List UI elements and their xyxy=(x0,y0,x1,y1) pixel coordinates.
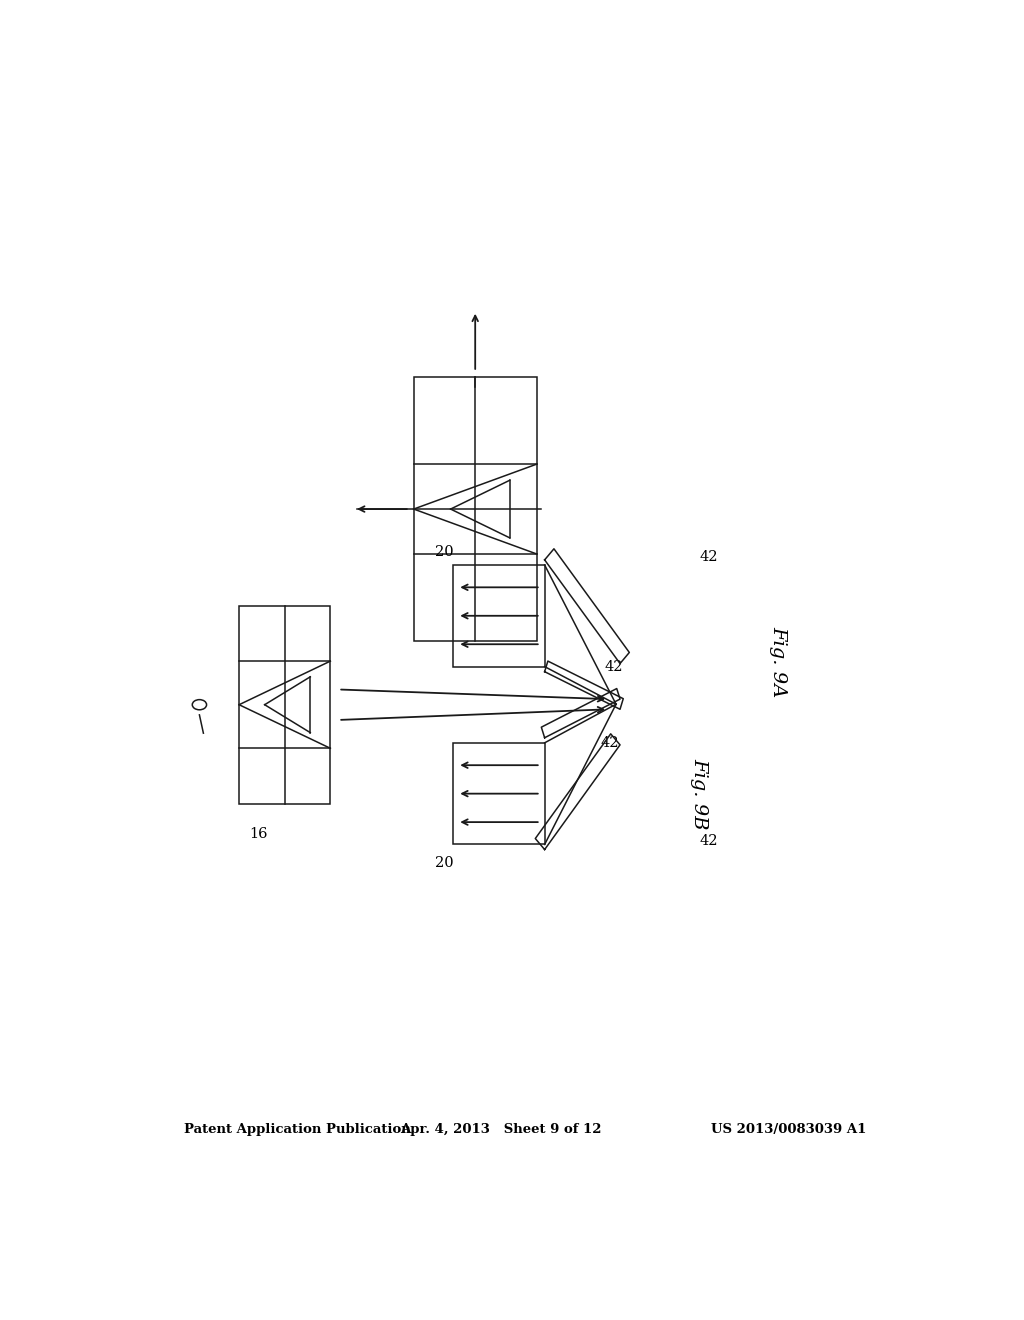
Text: 16: 16 xyxy=(250,828,268,841)
Text: Fig. 9A: Fig. 9A xyxy=(770,626,787,697)
Text: Apr. 4, 2013   Sheet 9 of 12: Apr. 4, 2013 Sheet 9 of 12 xyxy=(400,1122,602,1135)
Text: 42: 42 xyxy=(699,550,718,564)
Bar xyxy=(454,565,545,667)
Text: Fig. 9B: Fig. 9B xyxy=(690,758,709,829)
Bar xyxy=(240,606,331,804)
Bar xyxy=(414,378,537,642)
Bar xyxy=(454,743,545,845)
Text: 20: 20 xyxy=(435,545,454,558)
Text: US 2013/0083039 A1: US 2013/0083039 A1 xyxy=(711,1122,866,1135)
Text: Patent Application Publication: Patent Application Publication xyxy=(183,1122,411,1135)
Text: 42: 42 xyxy=(600,735,618,750)
Text: 42: 42 xyxy=(604,660,623,673)
Text: 20: 20 xyxy=(435,855,454,870)
Text: 42: 42 xyxy=(699,834,718,849)
